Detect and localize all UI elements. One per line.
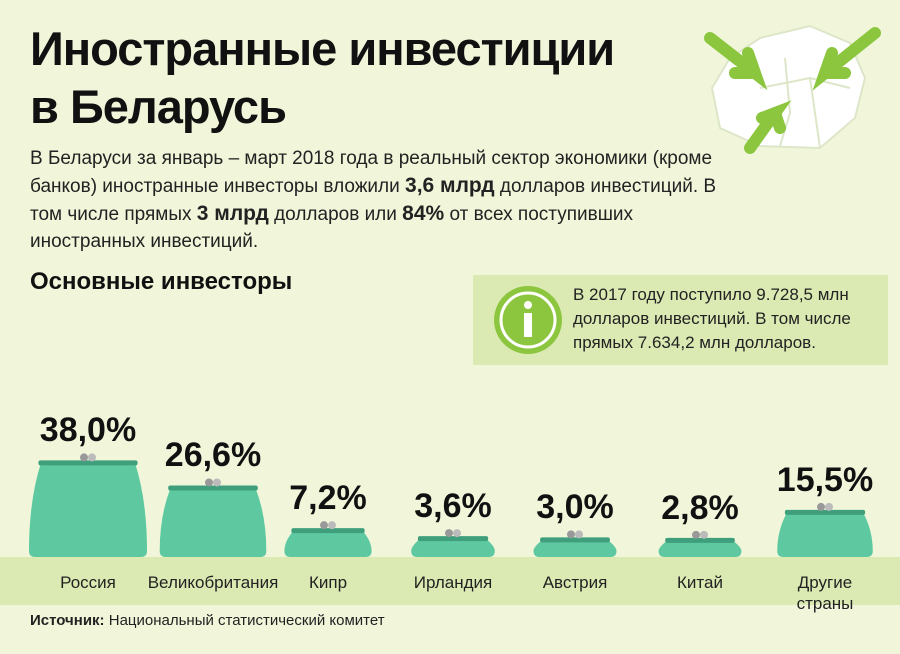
purse [658,540,742,557]
purse [533,540,617,557]
purse [159,488,267,557]
category-label: Кипр [308,573,348,592]
intro-text: В Беларуси за январь – март 2018 года в … [30,148,713,197]
title: Иностранные инвестиции в Беларусь [30,20,615,136]
purse-frame [291,528,365,534]
purse [777,512,873,557]
value-label: 38,0% [39,411,137,450]
intro-text: 3,6 млрд [405,174,495,197]
purse-frame [38,460,138,466]
intro-text: 84% [402,202,445,225]
purse-clasp [817,502,825,511]
purse-clasp [320,521,328,530]
category-label: Китай [677,573,723,592]
category-label: Ирландия [413,573,493,592]
intro: В Беларуси за январь – март 2018 года в … [30,145,730,255]
intro-text: долларов инвестиций. В том числе прямых [30,176,717,225]
value-label: 7,2% [289,479,367,518]
value-label: 26,6% [164,436,262,475]
value-label: 3,0% [536,488,614,527]
map-icon [704,24,881,154]
purse-clasp [700,530,708,539]
purse-clasp [453,529,461,538]
title-line: в Беларусь [30,80,287,133]
purse-clasp [575,530,583,539]
source: Источник: Национальный статистический ко… [30,612,385,629]
category-label: Другие страны [796,573,854,613]
purse-clasp [825,502,833,511]
category-label: Великобритания [147,573,279,592]
value-label: 15,5% [776,460,874,499]
purse-clasp [328,521,336,530]
intro-text: долларов или [268,204,403,225]
chart-title: Основные инвесторы [30,268,293,295]
purse-clasp [205,478,213,487]
value-label: 3,6% [414,487,492,526]
category-label: Россия [60,573,116,592]
intro-text: 3 млрд [196,202,269,225]
info-text: В 2017 году поступило 9.728,5 млн доллар… [573,285,851,352]
purse-clasp [88,453,96,462]
purse-frame [784,509,866,515]
purse-frame [168,485,258,491]
purse-frame [540,537,610,543]
purse-clasp [567,530,575,539]
category-label: Австрия [542,573,608,592]
purse-clasp [692,530,700,539]
purse-frame [417,536,489,542]
source-text: Национальный статистический комитет [108,612,385,629]
purse-clasp [213,478,221,487]
purse [29,463,147,557]
purse-clasp [445,529,453,538]
purse-frame [665,537,735,543]
purse [284,531,372,557]
intro-text: от всех поступивших иностранных инвестиц… [30,204,634,252]
info-box: В 2017 году поступило 9.728,5 млн доллар… [473,275,888,365]
info-icon [494,286,562,354]
title-line: Иностранные инвестиции [30,22,615,75]
purse-clasp [80,453,88,462]
value-label: 2,8% [661,488,739,527]
source-label: Источник: [30,612,105,629]
purse [411,539,495,557]
label-band [0,557,900,605]
